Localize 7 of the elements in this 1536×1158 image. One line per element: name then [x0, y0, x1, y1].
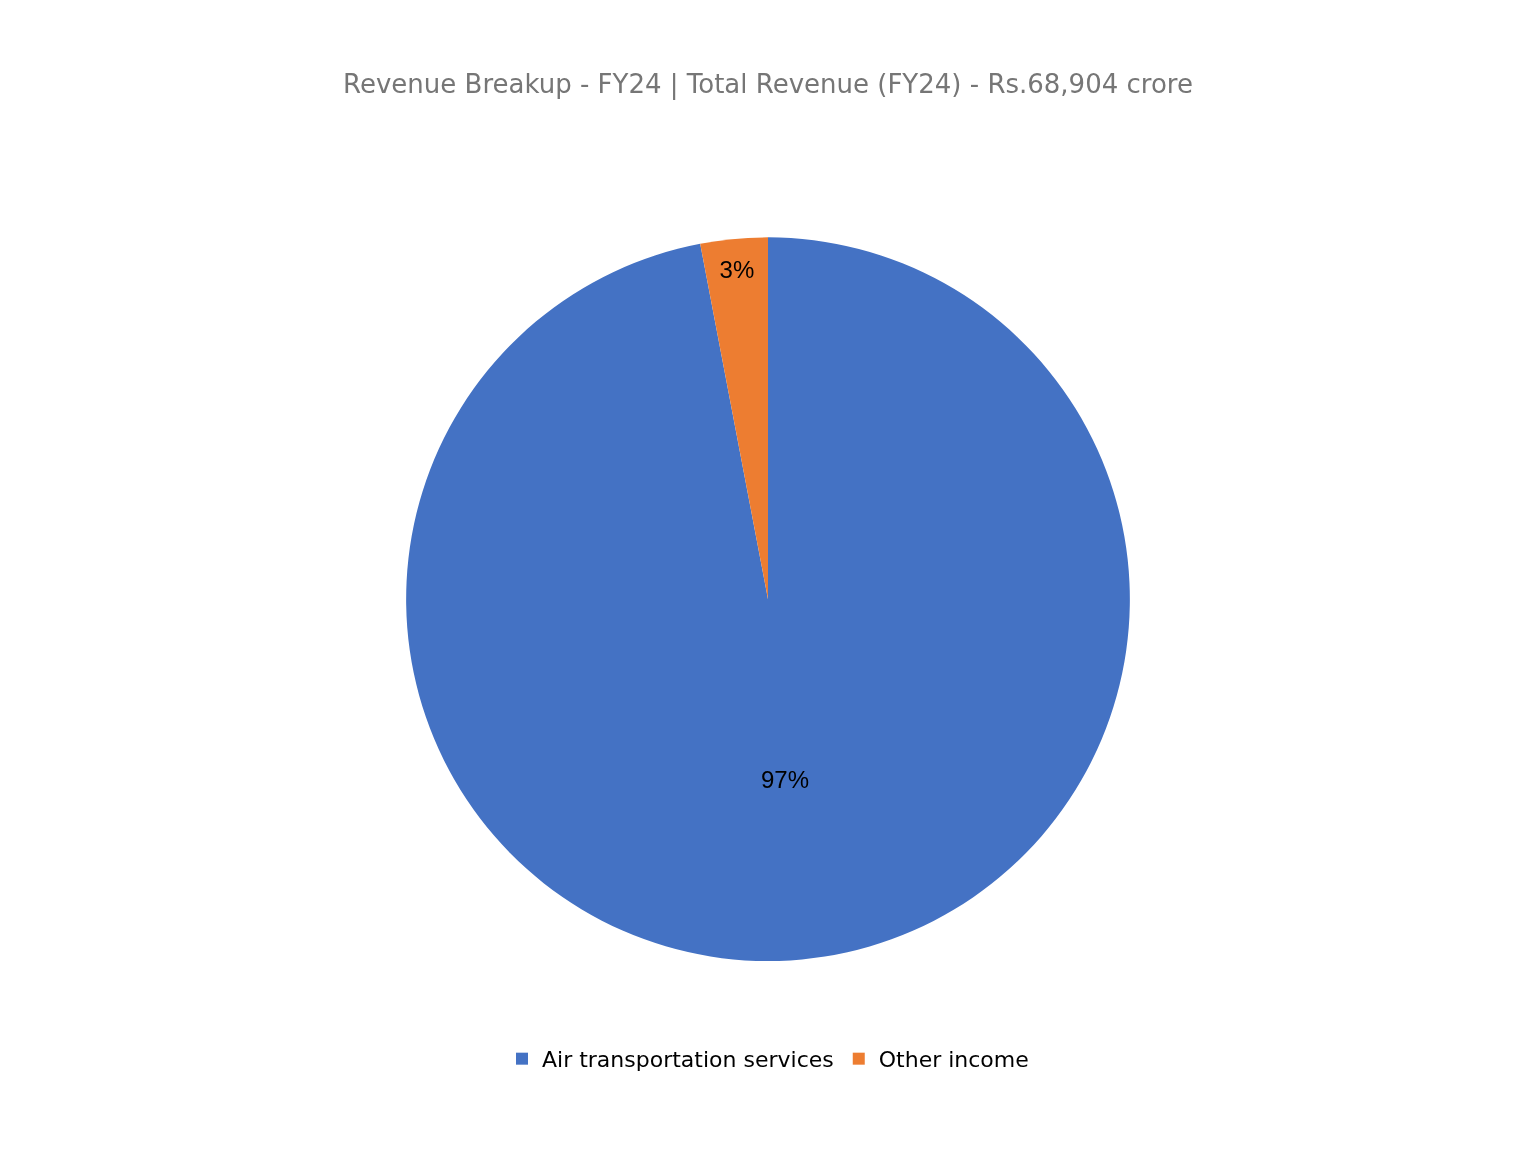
data-label: 3%	[719, 256, 755, 284]
legend-label: Air transportation services	[542, 1047, 834, 1073]
pie-slice	[700, 237, 768, 600]
pie-slice	[406, 237, 1130, 961]
data-label: 97%	[761, 765, 810, 793]
legend-label: Other income	[878, 1047, 1029, 1073]
chart-title: Revenue Breakup - FY24 | Total Revenue (FY24) - Rs.68,904 crore	[343, 69, 1193, 101]
